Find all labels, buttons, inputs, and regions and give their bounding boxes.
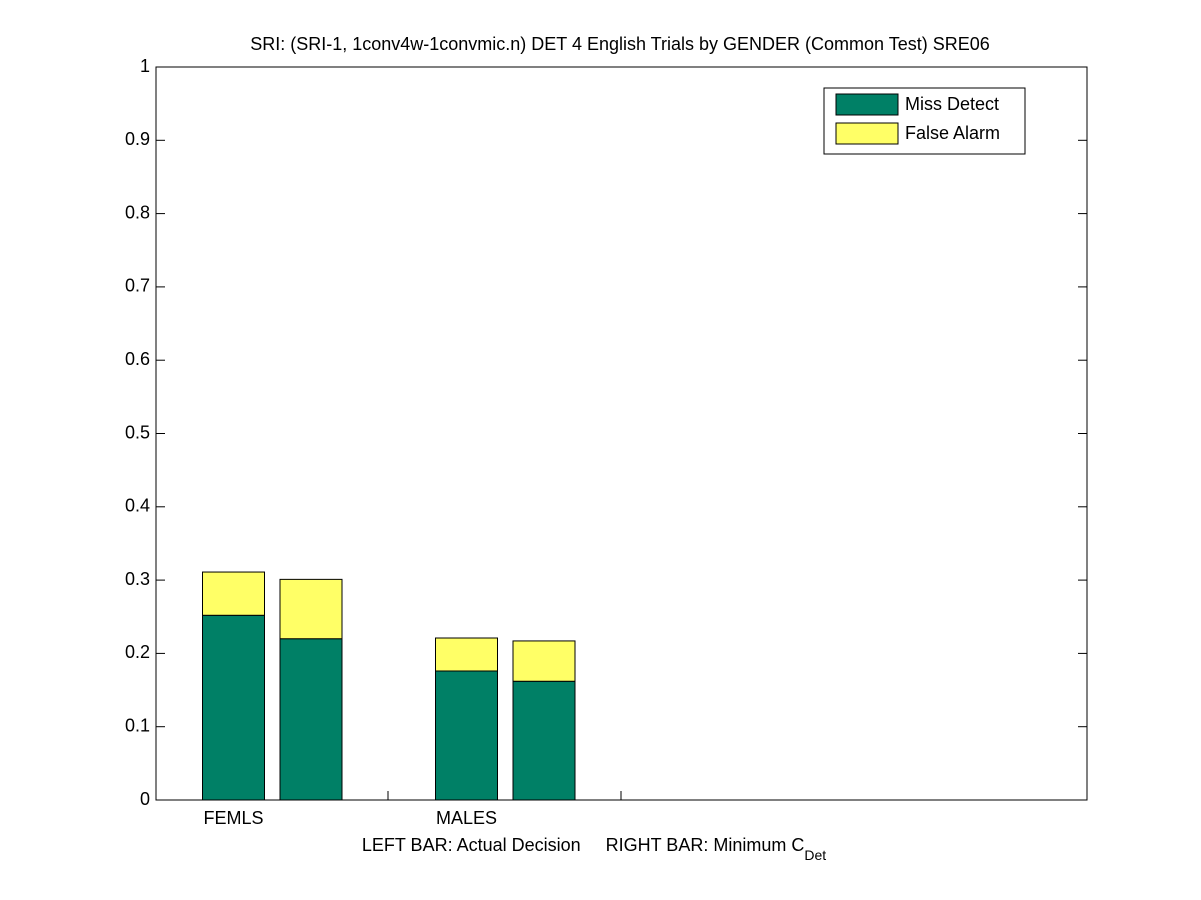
y-tick-label: 0 [140,789,150,809]
y-tick-label: 0.9 [125,129,150,149]
y-tick-label: 0.3 [125,569,150,589]
legend-swatch [835,93,899,116]
bar-segment [435,637,498,672]
y-tick-label: 0.4 [125,496,150,516]
bar-segment [512,640,576,682]
bar-segment [279,638,343,801]
x-axis-label: LEFT BAR: Actual Decision RIGHT BAR: Min… [362,835,826,863]
bar-segment [279,578,343,640]
x-axis-label-subscript: Det [804,847,826,863]
y-tick-label: 0.2 [125,642,150,662]
y-tick-label: 0.8 [125,202,150,222]
legend-label: False Alarm [905,123,1000,143]
bar-segment [512,680,576,801]
chart-title: SRI: (SRI-1, 1conv4w-1convmic.n) DET 4 E… [250,34,990,54]
x-tick-label: FEMLS [203,808,263,828]
bar-segment [202,571,265,616]
x-axis-label-main: LEFT BAR: Actual Decision RIGHT BAR: Min… [362,835,804,855]
x-tick-label: MALES [436,808,497,828]
legend-label: Miss Detect [905,94,999,114]
y-tick-label: 0.5 [125,422,150,442]
y-tick-label: 0.7 [125,276,150,296]
bar-segment [435,670,498,801]
y-tick-label: 0.1 [125,715,150,735]
bar-segment [202,614,265,801]
legend-swatch [835,122,899,145]
y-tick-label: 0.6 [125,349,150,369]
y-tick-label: 1 [140,56,150,76]
